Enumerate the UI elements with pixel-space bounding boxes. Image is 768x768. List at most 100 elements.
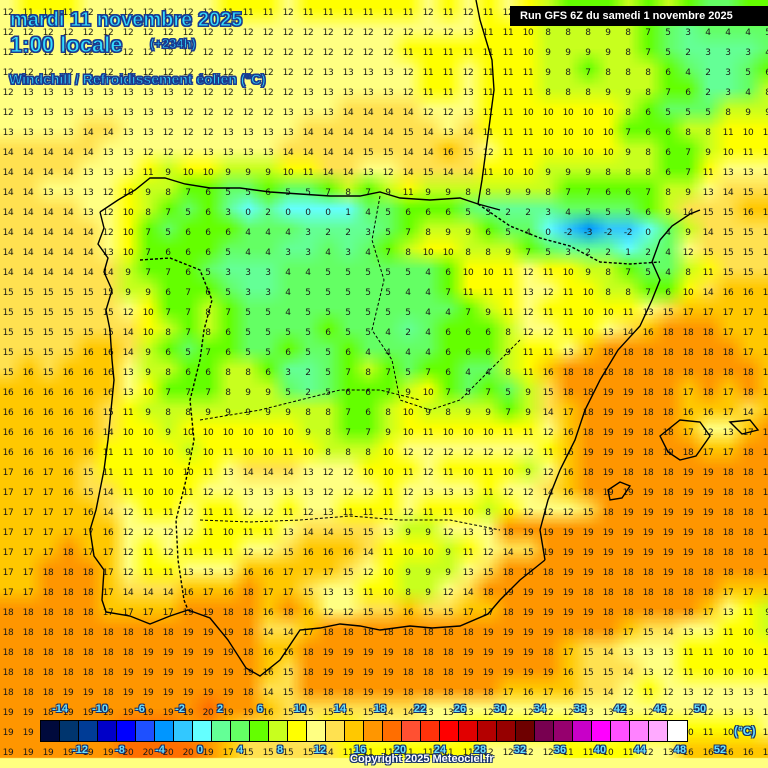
- grid-value: 10: [582, 108, 594, 118]
- grid-value: 14: [422, 148, 434, 158]
- grid-value: 11: [482, 488, 494, 498]
- grid-value: 7: [185, 188, 191, 198]
- grid-value: 5: [745, 68, 751, 78]
- grid-value: 7: [225, 308, 231, 318]
- grid-value: 19: [502, 588, 514, 598]
- grid-value: 18: [142, 628, 154, 638]
- grid-value: 14: [42, 168, 54, 178]
- grid-value: 14: [382, 708, 394, 718]
- grid-value: 4: [425, 268, 431, 278]
- grid-value: 3: [485, 208, 491, 218]
- grid-value: 14: [82, 268, 94, 278]
- grid-value: 11: [202, 528, 214, 538]
- grid-value: 16: [262, 648, 274, 658]
- grid-value: 18: [662, 388, 674, 398]
- grid-value: 19: [122, 708, 134, 718]
- grid-value: 8: [145, 208, 151, 218]
- grid-value: 11: [482, 68, 494, 78]
- grid-value: 18: [722, 348, 734, 358]
- grid-value: 16: [262, 668, 274, 678]
- grid-value: 11: [742, 608, 754, 618]
- grid-value: 12: [202, 28, 214, 38]
- grid-value: 10: [602, 108, 614, 118]
- grid-value: 15: [522, 548, 534, 558]
- grid-value: 16: [322, 548, 334, 558]
- grid-value: 16: [42, 408, 54, 418]
- grid-value: 8: [385, 408, 391, 418]
- grid-value: 10: [122, 208, 134, 218]
- grid-value: 12: [182, 148, 194, 158]
- grid-value: 17: [542, 688, 554, 698]
- grid-value: 18: [62, 568, 74, 578]
- grid-value: 5: [385, 288, 391, 298]
- grid-value: 15: [302, 588, 314, 598]
- grid-value: 14: [22, 248, 34, 258]
- grid-value: 11: [542, 308, 554, 318]
- grid-value: 13: [742, 708, 754, 718]
- grid-value: 18: [642, 388, 654, 398]
- grid-value: 6: [645, 108, 651, 118]
- grid-value: 3: [265, 268, 271, 278]
- grid-value: 12: [242, 88, 254, 98]
- grid-value: 15: [362, 528, 374, 538]
- grid-value: 18: [762, 428, 768, 438]
- grid-value: 12: [82, 48, 94, 58]
- grid-value: 14: [442, 168, 454, 178]
- grid-value: 14: [322, 128, 334, 138]
- grid-value: 19: [602, 468, 614, 478]
- grid-value: 20: [202, 708, 214, 718]
- grid-value: 7: [525, 248, 531, 258]
- grid-value: 18: [102, 628, 114, 638]
- grid-value: 13: [42, 188, 54, 198]
- grid-value: 5: [245, 188, 251, 198]
- grid-value: 14: [22, 268, 34, 278]
- grid-value: 15: [342, 528, 354, 538]
- grid-value: 19: [622, 488, 634, 498]
- grid-value: 15: [702, 248, 714, 258]
- grid-value: 12: [342, 28, 354, 38]
- grid-value: 8: [645, 168, 651, 178]
- grid-value: 12: [342, 608, 354, 618]
- grid-value: 10: [742, 668, 754, 678]
- grid-value: 14: [162, 588, 174, 598]
- grid-value: 13: [222, 568, 234, 578]
- parameter-title: Windchill / Refroidissement éolien (°C): [9, 71, 267, 88]
- grid-value: 19: [662, 548, 674, 558]
- grid-value: 2: [685, 48, 691, 58]
- grid-value: 19: [682, 488, 694, 498]
- grid-value: 9: [165, 168, 171, 178]
- grid-value: 15: [322, 708, 334, 718]
- grid-value: 11: [502, 308, 514, 318]
- grid-value: 15: [422, 168, 434, 178]
- grid-value: 2: [405, 328, 411, 338]
- grid-value: 13: [462, 528, 474, 538]
- grid-value: 12: [342, 468, 354, 478]
- grid-value: 11: [242, 528, 254, 538]
- grid-value: 10: [222, 428, 234, 438]
- grid-value: 5: [345, 288, 351, 298]
- grid-value: 12: [262, 508, 274, 518]
- grid-value: 6: [185, 368, 191, 378]
- grid-value: 18: [682, 348, 694, 358]
- grid-value: 18: [402, 628, 414, 638]
- grid-value: 5: [225, 248, 231, 258]
- grid-value: 19: [522, 648, 534, 658]
- grid-value: 12: [162, 548, 174, 558]
- grid-value: 15: [242, 748, 254, 758]
- grid-value: 16: [562, 688, 574, 698]
- grid-value: 13: [462, 28, 474, 38]
- grid-value: 18: [2, 608, 14, 618]
- legend-swatch: [459, 721, 478, 741]
- grid-value: 19: [142, 708, 154, 718]
- grid-value: 15: [62, 288, 74, 298]
- grid-value: 10: [582, 128, 594, 138]
- grid-value: 12: [102, 68, 114, 78]
- grid-value: 8: [545, 28, 551, 38]
- grid-value: 12: [362, 28, 374, 38]
- grid-value: 8: [685, 268, 691, 278]
- legend-tick-top: 34: [533, 703, 547, 715]
- grid-value: -2: [603, 228, 613, 238]
- grid-value: 15: [342, 708, 354, 718]
- legend-swatch: [554, 721, 573, 741]
- grid-value: 18: [662, 468, 674, 478]
